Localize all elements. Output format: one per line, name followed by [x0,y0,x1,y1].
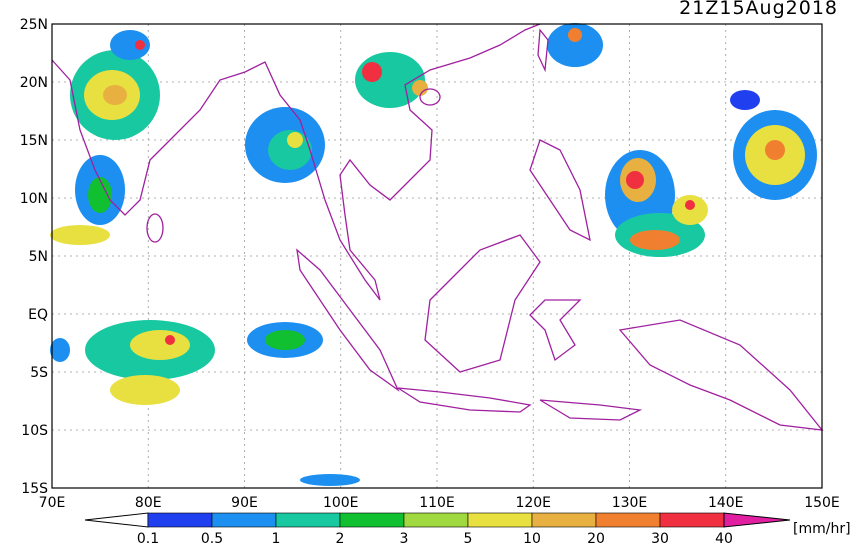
lon-label: 140E [708,495,744,511]
colorbar-label: 40 [715,531,733,544]
lon-label: 110E [419,495,455,511]
grid [52,24,822,488]
lon-label: 70E [39,495,66,511]
colorbar-segment [595,512,661,528]
colorbar-label: 1 [272,531,281,544]
colorbar-low-end [84,512,149,528]
lat-label: 20N [20,75,48,91]
colorbar-high-end [723,512,791,528]
colorbar-label: 0.1 [137,531,159,544]
lat-label: 5N [29,249,48,265]
lon-label: 120E [515,495,551,511]
colorbar-label: 10 [523,531,541,544]
colorbar-label: 20 [587,531,605,544]
colorbar-segment [211,512,277,528]
colorbar-label: 0.5 [201,531,223,544]
colorbar-segment [147,512,213,528]
colorbar-segment [403,512,469,528]
colorbar-segment [659,512,725,528]
lat-label: 10S [21,423,48,439]
lat-label: EQ [28,307,48,323]
lat-label: 15S [21,481,48,497]
lat-label: 15N [20,133,48,149]
colorbar-label: 5 [464,531,473,544]
lon-label: 130E [612,495,648,511]
colorbar-label: 30 [651,531,669,544]
timestamp: 21Z15Aug2018 [679,0,838,19]
lon-label: 80E [135,495,162,511]
colorbar-label: 3 [400,531,409,544]
lon-label: 90E [231,495,258,511]
colorbar-unit: [mm/hr] [793,521,851,537]
lon-label: 150E [804,495,840,511]
coastlines [51,23,824,431]
lat-label: 25N [20,17,48,33]
lon-label: 100E [323,495,359,511]
colorbar-segment [467,512,533,528]
colorbar-segment [531,512,597,528]
map-frame [51,23,823,489]
rain [50,23,817,486]
colorbar-segment [275,512,341,528]
lat-label: 10N [20,191,48,207]
colorbar-segment [339,512,405,528]
colorbar-label: 2 [336,531,345,544]
colorbar: 0.1 0.5 1 2 3 5 10 20 30 40 [mm/hr] [84,512,851,547]
lat-label: 5S [30,365,48,381]
